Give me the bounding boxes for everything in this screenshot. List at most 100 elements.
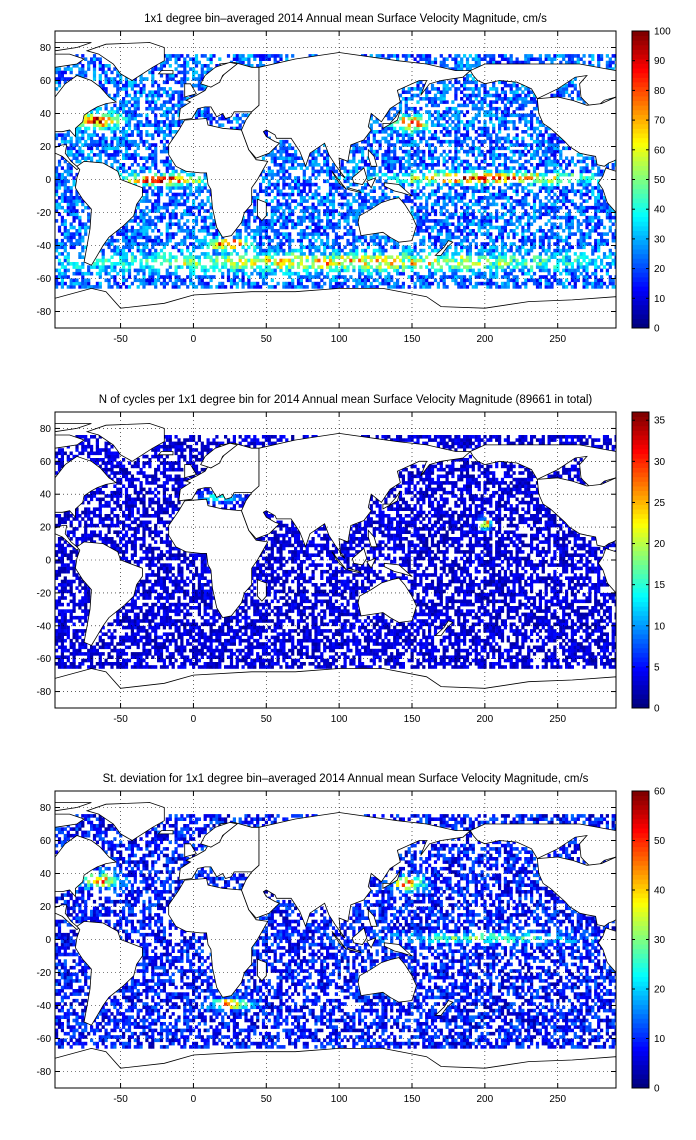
heat-cell (454, 179, 458, 184)
heat-cell (194, 179, 199, 184)
heat-cell (358, 212, 362, 217)
heat-cell (337, 212, 341, 217)
heat-cell (372, 153, 376, 157)
heat-cell (288, 186, 292, 190)
heat-cell (471, 116, 475, 121)
heat-cell (463, 245, 467, 250)
heat-cell (433, 156, 438, 160)
heat-cell (282, 146, 286, 151)
heat-cell (506, 199, 510, 203)
heat-cell (116, 93, 120, 98)
heat-cell (498, 215, 502, 220)
heat-cell (107, 113, 111, 118)
heat-cell (113, 83, 117, 88)
heat-cell (159, 238, 164, 243)
heat-cell (416, 275, 420, 279)
heat-cell (471, 126, 475, 131)
heat-cell (133, 83, 137, 88)
heat-cell (390, 176, 394, 180)
heat-cell (465, 159, 470, 164)
heat-cell (212, 235, 216, 240)
heat-cell (343, 179, 347, 184)
heat-cell (177, 64, 181, 68)
heat-cell (358, 278, 362, 283)
heat-cell (436, 229, 440, 233)
heat-cell (192, 199, 196, 203)
heat-cell (396, 136, 400, 141)
heat-cell (439, 238, 443, 243)
heat-cell (203, 54, 207, 58)
heat-cell (92, 262, 97, 266)
heat-cell (460, 255, 464, 259)
heat-cell (259, 242, 263, 246)
heat-cell (63, 222, 67, 226)
heat-cell (60, 275, 64, 279)
heat-cell (372, 186, 376, 190)
heat-cell (538, 225, 542, 230)
heat-cell (116, 159, 120, 164)
heat-cell (454, 77, 458, 81)
heat-cell (323, 245, 327, 250)
heat-cell (145, 196, 149, 200)
heat-cell (151, 258, 155, 263)
heat-cell (98, 275, 102, 279)
heat-cell (428, 238, 432, 243)
heat-cell (66, 149, 70, 154)
heat-cell (174, 57, 178, 61)
heat-cell (273, 232, 277, 236)
heat-cell (416, 225, 420, 230)
heat-cell (439, 186, 443, 190)
heat-cell (422, 159, 426, 164)
heat-cell (148, 235, 152, 240)
heat-cell (407, 159, 411, 164)
heat-cell (457, 229, 461, 233)
heat-cell (503, 196, 507, 200)
heat-cell (247, 258, 251, 263)
heat-cell (512, 60, 516, 65)
heat-cell (486, 215, 490, 220)
heat-cell (209, 258, 213, 263)
heat-cell (413, 126, 417, 131)
heat-cell (317, 149, 321, 154)
heat-cell (500, 97, 505, 101)
heat-cell (302, 275, 306, 279)
heat-cell (352, 209, 356, 213)
heat-cell (206, 252, 210, 256)
heat-cell (396, 172, 400, 177)
heat-cell (442, 225, 446, 230)
heat-cell (375, 54, 379, 58)
heat-cell (500, 229, 505, 233)
heat-cell (72, 235, 76, 240)
heat-cell (110, 275, 114, 279)
heat-cell (130, 281, 134, 286)
heat-cell (326, 232, 330, 236)
heat-cell (157, 123, 161, 127)
heat-cell (90, 156, 94, 160)
heat-cell (69, 189, 73, 193)
heat-cell (480, 143, 484, 147)
heat-cell (328, 202, 333, 207)
heat-cell (401, 136, 405, 141)
heat-cell (273, 212, 277, 217)
heat-cell (296, 238, 301, 243)
heat-cell (189, 252, 193, 256)
heat-cell (535, 179, 540, 184)
heat-cell (168, 93, 172, 98)
heat-cell (209, 242, 213, 246)
heat-cell (232, 57, 236, 61)
heat-cell (288, 143, 292, 147)
heat-cell (428, 90, 432, 94)
heat-cell (55, 182, 59, 187)
heat-cell (139, 199, 143, 203)
heat-cell (186, 182, 190, 187)
heat-cell (404, 172, 408, 177)
heat-cell (463, 93, 467, 98)
heat-cell (474, 222, 478, 226)
heat-cell (410, 146, 414, 151)
heat-cell (433, 133, 438, 137)
heat-cell (81, 265, 85, 269)
heat-cell (524, 130, 528, 134)
heat-cell (425, 123, 429, 127)
heat-cell (416, 80, 420, 85)
heat-cell (410, 199, 414, 203)
